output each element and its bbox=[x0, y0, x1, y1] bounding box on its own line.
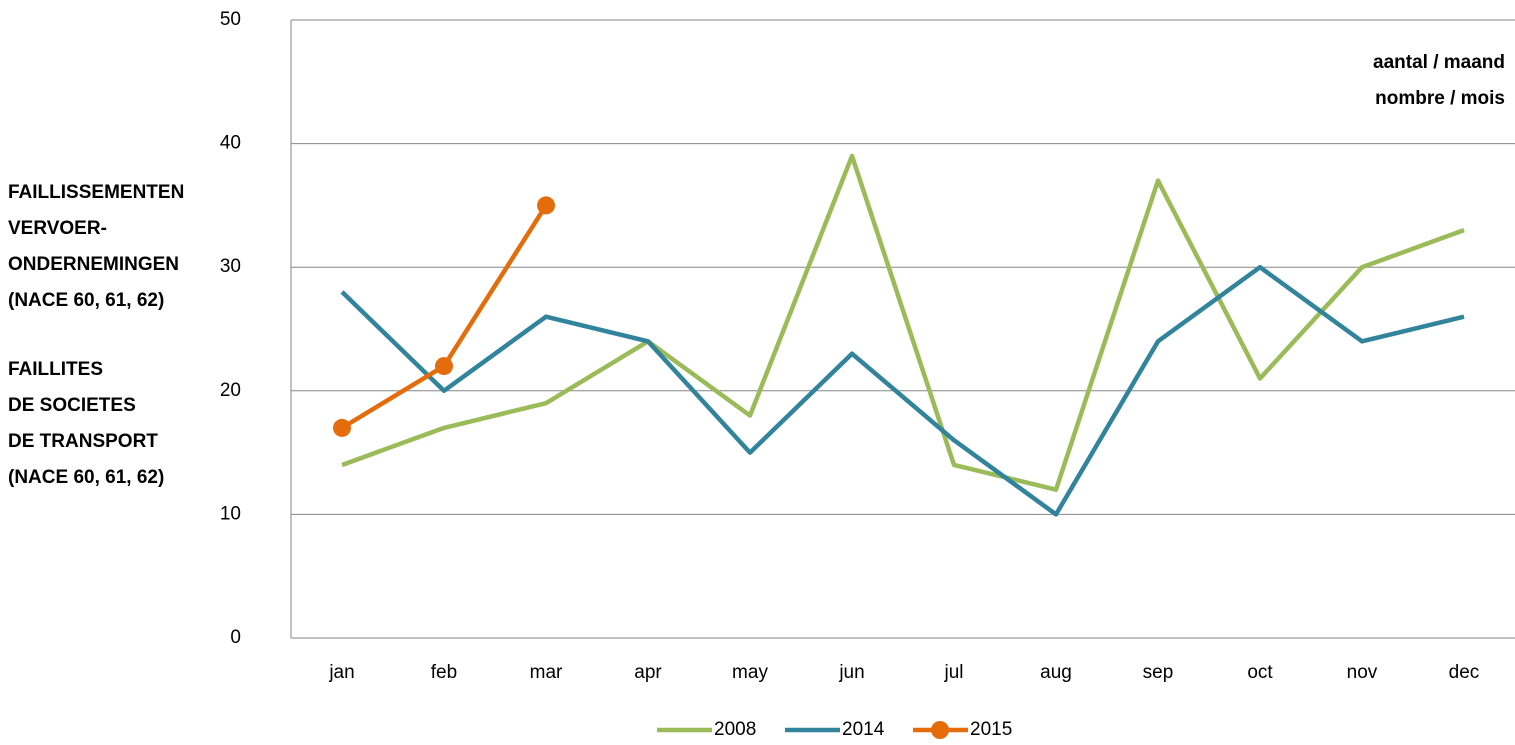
data-point bbox=[537, 196, 555, 215]
x-tick-label: dec bbox=[1449, 662, 1480, 683]
x-tick-label: apr bbox=[634, 662, 662, 683]
legend-marker bbox=[931, 721, 949, 739]
y-tick-label: 50 bbox=[220, 9, 241, 30]
x-tick-label: jul bbox=[943, 662, 963, 683]
y-axis-label: FAILLISSEMENTEN bbox=[8, 182, 184, 203]
unit-label: aantal / maand bbox=[1373, 52, 1505, 73]
y-axis-label: (NACE 60, 61, 62) bbox=[8, 467, 164, 488]
x-tick-label: may bbox=[732, 662, 768, 683]
y-tick-label: 40 bbox=[220, 133, 241, 154]
data-point bbox=[333, 418, 351, 437]
y-axis-label: DE SOCIETES bbox=[8, 395, 136, 416]
unit-label: nombre / mois bbox=[1375, 88, 1505, 109]
x-tick-label: jun bbox=[838, 662, 864, 683]
legend-label: 2014 bbox=[842, 719, 885, 740]
series-line bbox=[341, 153, 1465, 492]
y-tick-label: 10 bbox=[220, 503, 241, 524]
x-tick-label: sep bbox=[1143, 662, 1174, 683]
x-tick-label: oct bbox=[1247, 662, 1273, 683]
series-line bbox=[340, 204, 548, 430]
legend-label: 2015 bbox=[970, 719, 1012, 740]
y-axis-label: ONDERNEMINGEN bbox=[8, 254, 179, 275]
data-point bbox=[435, 357, 453, 376]
y-tick-label: 20 bbox=[220, 380, 241, 401]
y-axis-label: FAILLITES bbox=[8, 359, 103, 380]
x-tick-label: feb bbox=[431, 662, 457, 683]
x-tick-label: aug bbox=[1040, 662, 1072, 683]
y-axis-label: (NACE 60, 61, 62) bbox=[8, 290, 164, 311]
legend-label: 2008 bbox=[714, 719, 756, 740]
y-tick-label: 0 bbox=[230, 627, 241, 648]
x-tick-label: jan bbox=[328, 662, 354, 683]
y-tick-label: 30 bbox=[220, 256, 241, 277]
x-tick-label: nov bbox=[1347, 662, 1378, 683]
y-axis-label: DE TRANSPORT bbox=[8, 431, 158, 452]
x-tick-label: mar bbox=[530, 662, 563, 683]
y-axis-label: VERVOER- bbox=[8, 218, 107, 239]
series-line bbox=[340, 264, 1465, 517]
